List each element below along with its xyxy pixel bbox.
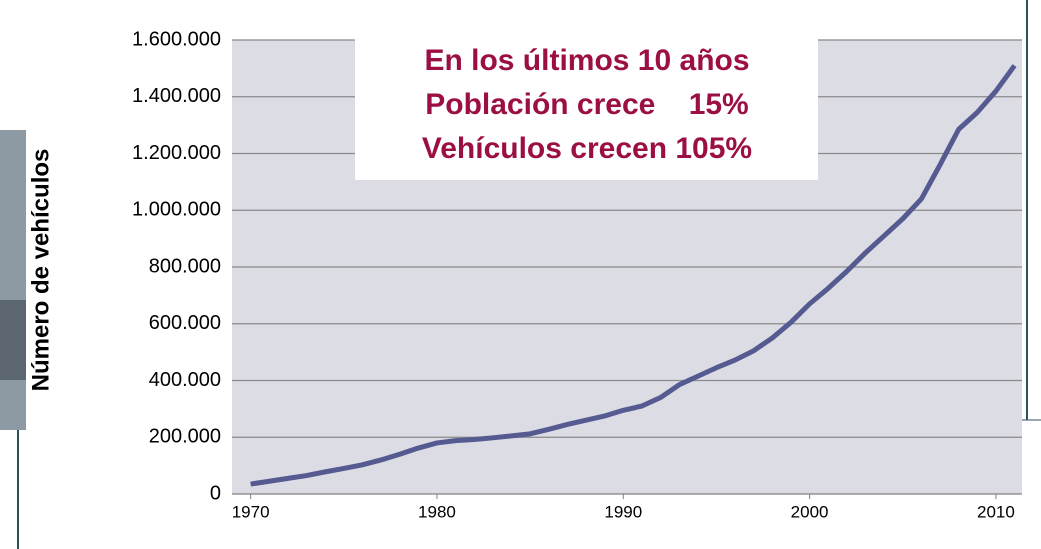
x-tick-label: 1980 xyxy=(418,502,456,521)
y-tick-label: 0 xyxy=(210,482,221,504)
x-tick-label: 1970 xyxy=(232,502,270,521)
y-tick-label: 1.600.000 xyxy=(132,28,221,50)
photo-fragment-dark xyxy=(0,300,26,380)
annotation: En los últimos 10 años xyxy=(424,44,749,77)
annotation: Vehículos crecen 105% xyxy=(422,132,752,165)
x-tick-label: 1990 xyxy=(604,502,642,521)
y-tick-label: 400.000 xyxy=(149,369,221,391)
y-tick-label: 1.200.000 xyxy=(132,142,221,164)
annotation: Población crece 15% xyxy=(425,88,748,121)
y-tick-label: 600.000 xyxy=(149,312,221,334)
y-tick-label: 1.400.000 xyxy=(132,85,221,107)
x-tick-label: 2010 xyxy=(977,502,1015,521)
photo-fragment xyxy=(0,130,26,430)
y-tick-label: 1.000.000 xyxy=(132,199,221,221)
y-tick-label: 200.000 xyxy=(149,426,221,448)
x-tick-label: 2000 xyxy=(791,502,829,521)
y-axis-title: Número de vehículos xyxy=(27,149,54,392)
chart: Número de vehículos 0 200.000 400.000 600.0… xyxy=(0,0,1041,549)
y-tick-label: 800.000 xyxy=(149,255,221,277)
